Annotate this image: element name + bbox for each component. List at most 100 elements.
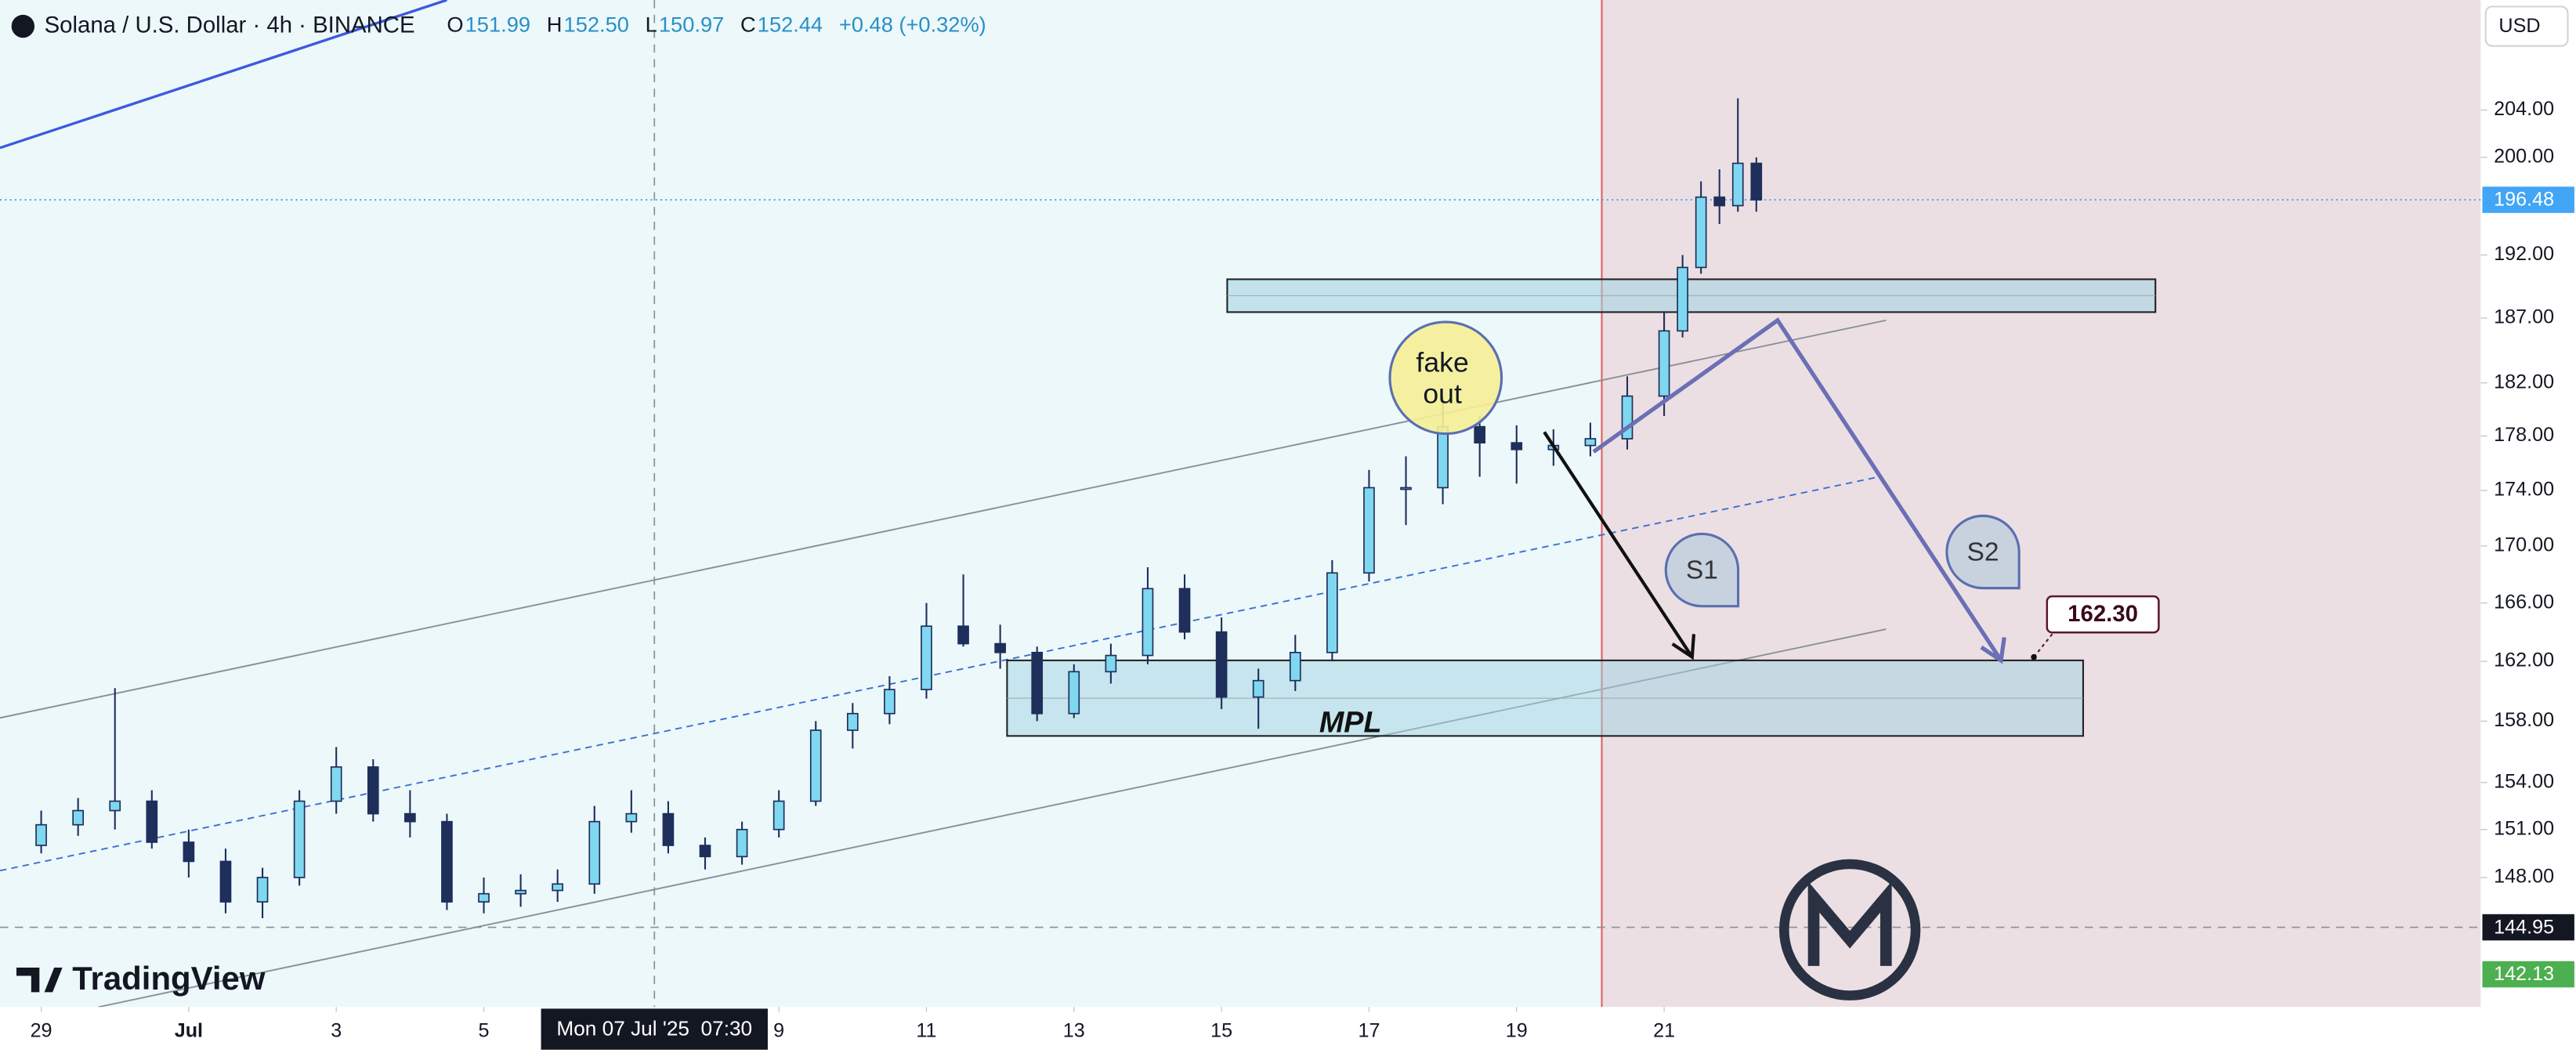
candle-body	[625, 812, 638, 823]
y-tick-label: 170.00	[2494, 534, 2554, 556]
axes: 148.00 151.00 154.00 158.00 162.00 166.00 170.…	[31, 98, 2574, 1050]
ohlc-key: C	[740, 13, 756, 37]
s2-bubble	[1945, 514, 2021, 590]
candle-body	[478, 892, 490, 903]
candle-body	[515, 889, 526, 895]
candle-body	[1584, 438, 1597, 447]
arrow-s2	[1592, 317, 2003, 662]
y-tick-label: 204.00	[2494, 98, 2554, 120]
candle-body	[1326, 572, 1338, 653]
fake-out-text: fake out	[1416, 347, 1468, 410]
crosshair-time-label: Mon 07 Jul '25 07:30	[556, 1017, 752, 1040]
candle-body	[1031, 651, 1044, 715]
candle-body	[1252, 679, 1264, 698]
candle-body	[957, 625, 969, 645]
y-tick-label: 182.00	[2494, 371, 2554, 393]
x-tick-label: 15	[1210, 1019, 1232, 1041]
ohlc-value: 150.97	[659, 13, 724, 37]
y-tick-label: 174.00	[2494, 479, 2554, 501]
candle-body	[367, 766, 379, 815]
candle-body	[736, 828, 748, 858]
ohlc-key: O	[447, 13, 463, 37]
candle-body	[1658, 330, 1670, 397]
candle-body	[1713, 196, 1726, 207]
fake-out-marker	[1388, 320, 1503, 436]
y-tick-label: 178.00	[2494, 424, 2554, 446]
candle-body	[35, 823, 47, 846]
candle-body	[219, 860, 232, 903]
candle-body	[1474, 425, 1486, 443]
candle-body	[1068, 671, 1080, 715]
grid	[0, 0, 2481, 1008]
candles	[35, 98, 1763, 919]
currency[interactable]: USD	[2498, 15, 2540, 37]
ohlc-value: 151.99	[465, 13, 530, 37]
x-tick-label: 11	[916, 1019, 936, 1041]
currency-button[interactable]	[2484, 5, 2569, 47]
candle-body	[441, 820, 453, 903]
ohlc-value: 152.50	[564, 13, 629, 37]
channel-mid	[0, 476, 1882, 872]
candle-body	[1731, 162, 1744, 207]
y-tick-label: 192.00	[2494, 243, 2554, 265]
arrow-head	[1980, 637, 2006, 664]
y-tick-label: 158.00	[2494, 709, 2554, 731]
brand-logo	[16, 967, 63, 993]
y-tick-label: 154.00	[2494, 770, 2554, 792]
candle-body	[699, 845, 711, 858]
candle-body	[1215, 631, 1228, 698]
crosshair-time-box	[541, 1008, 768, 1050]
header: Solana / U.S. Dollar · 4h · BINANCE O 151…	[45, 12, 986, 38]
candle-body	[588, 820, 601, 885]
price-marker	[2482, 961, 2574, 988]
candle-body	[72, 809, 84, 826]
x-tick-label: 21	[1653, 1019, 1675, 1041]
x-tick-label: 3	[331, 1019, 342, 1041]
candle-body	[1105, 654, 1117, 673]
target-label: 162.30	[2068, 601, 2138, 627]
x-tick-label: 19	[1506, 1019, 1528, 1041]
y-tick-label: 187.00	[2494, 306, 2554, 328]
candle-body	[404, 812, 416, 823]
candle-body	[1511, 442, 1523, 451]
candle-body	[1289, 651, 1301, 682]
zone-label: MPL	[1319, 706, 1382, 739]
y-tick-label: 148.00	[2494, 866, 2554, 888]
candle-body	[1141, 588, 1154, 657]
time-axis	[0, 1007, 2481, 1053]
target-leader	[2033, 631, 2054, 658]
highlight-region	[1601, 0, 2481, 1008]
x-tick-label: 29	[31, 1019, 52, 1041]
candle-body	[662, 812, 675, 846]
candle-body	[772, 800, 785, 830]
target-box	[2046, 595, 2160, 634]
x-tick-label: 13	[1063, 1019, 1085, 1041]
candle-body	[293, 800, 306, 878]
ohlc-key: H	[547, 13, 563, 37]
arrow-head	[1671, 634, 1696, 660]
watermark-logo	[1778, 859, 1921, 1001]
candle-body	[994, 642, 1006, 653]
candle-body	[1695, 196, 1707, 269]
target-dot	[2031, 653, 2037, 660]
candle-body	[552, 883, 564, 892]
channel-upper	[0, 319, 1887, 719]
y-tick-label: 162.00	[2494, 650, 2554, 671]
candle-body	[256, 877, 269, 903]
candle-body	[146, 800, 158, 843]
ohlc-value: 152.44	[758, 13, 823, 37]
symbol-icon	[11, 14, 35, 38]
price-marker-label: 196.48	[2494, 189, 2554, 211]
trend-line	[0, 0, 447, 150]
s2-label: S2	[1966, 537, 1999, 566]
candle-body	[183, 841, 195, 863]
candle-body	[109, 800, 121, 812]
x-tick-label: Jul	[175, 1019, 203, 1041]
price-marker	[2482, 914, 2574, 941]
candle-body	[1437, 425, 1449, 489]
ohlc-key: L	[646, 13, 657, 37]
y-tick-label: 166.00	[2494, 591, 2554, 613]
price-marker-label: 142.13	[2494, 963, 2554, 985]
candle-body	[809, 729, 822, 802]
